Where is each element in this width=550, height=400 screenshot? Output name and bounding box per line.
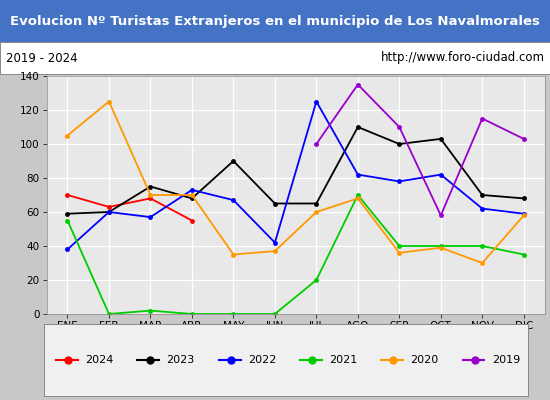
Text: http://www.foro-ciudad.com: http://www.foro-ciudad.com [381, 52, 544, 64]
Text: 2023: 2023 [167, 355, 195, 365]
Text: 2024: 2024 [85, 355, 113, 365]
Text: 2020: 2020 [410, 355, 439, 365]
Text: 2019 - 2024: 2019 - 2024 [6, 52, 77, 64]
Text: 2021: 2021 [329, 355, 358, 365]
Text: 2019: 2019 [492, 355, 520, 365]
Text: 2022: 2022 [248, 355, 276, 365]
Text: Evolucion Nº Turistas Extranjeros en el municipio de Los Navalmorales: Evolucion Nº Turistas Extranjeros en el … [10, 14, 540, 28]
